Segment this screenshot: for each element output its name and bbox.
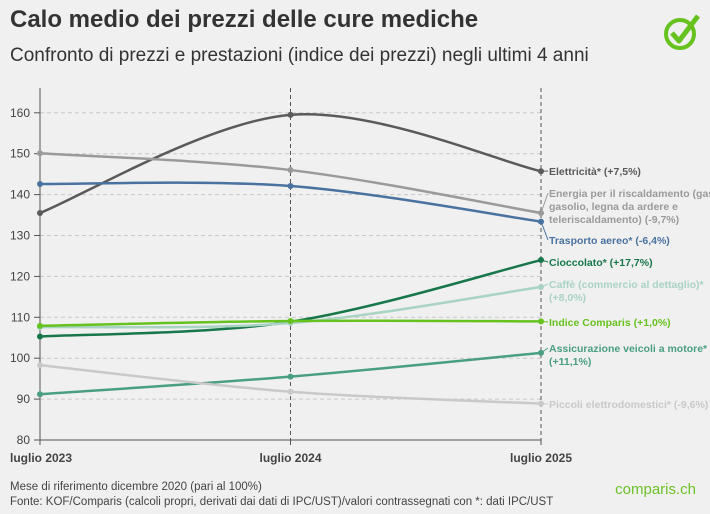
series-label: Cioccolato* (+17,7%) bbox=[549, 257, 653, 269]
data-point bbox=[287, 183, 294, 190]
y-tick-label: 100 bbox=[10, 351, 30, 365]
data-point bbox=[37, 180, 43, 187]
label-leader bbox=[540, 347, 549, 354]
y-tick-label: 150 bbox=[10, 147, 30, 161]
series-label: (+8,0%) bbox=[549, 292, 586, 304]
series-label: Energia per il riscaldamento (gas, bbox=[549, 188, 710, 200]
footnote-source: Fonte: KOF/Comparis (calcoli propri, der… bbox=[10, 496, 554, 508]
data-point bbox=[287, 388, 294, 395]
data-point bbox=[37, 210, 43, 217]
data-point bbox=[37, 333, 43, 340]
series-label: Caffè (commercio al dettaglio)* bbox=[549, 279, 705, 291]
series-label: Assicurazione veicoli a motore* bbox=[549, 343, 708, 355]
y-tick-label: 130 bbox=[10, 229, 30, 243]
series-label: teleriscaldamento) (-9,7%) bbox=[549, 214, 679, 226]
series-label: gasolio, legna da ardere e bbox=[549, 201, 678, 213]
data-point bbox=[37, 322, 43, 329]
label-leader bbox=[540, 259, 549, 263]
data-point bbox=[287, 167, 294, 174]
footnote-reference: Mese di riferimento dicembre 2020 (pari … bbox=[10, 481, 262, 493]
y-tick-label: 140 bbox=[10, 188, 30, 202]
label-leader bbox=[540, 221, 549, 241]
y-tick-label: 90 bbox=[17, 392, 31, 406]
x-tick-label: luglio 2023 bbox=[10, 451, 72, 465]
data-point bbox=[37, 150, 43, 157]
check-circle-icon bbox=[664, 14, 700, 50]
y-tick-label: 160 bbox=[10, 106, 30, 120]
series-label: Elettricità* (+7,5%) bbox=[549, 166, 641, 178]
series-label: (+11,1%) bbox=[549, 356, 591, 368]
y-tick-label: 110 bbox=[11, 310, 30, 324]
y-tick-label: 120 bbox=[10, 269, 30, 283]
series-label: Piccoli elettrodomestici* (-9,6%) bbox=[549, 399, 708, 411]
x-tick-label: luglio 2024 bbox=[259, 451, 321, 465]
series-label: Indice Comparis (+1,0%) bbox=[549, 317, 671, 329]
data-point bbox=[37, 391, 43, 398]
chart-title: Calo medio dei prezzi delle cure mediche bbox=[10, 6, 479, 33]
data-point bbox=[287, 373, 294, 380]
series-label: Trasporto aereo* (-6,4%) bbox=[549, 235, 670, 247]
label-leader bbox=[540, 320, 549, 323]
label-leader bbox=[540, 192, 549, 214]
data-point bbox=[287, 317, 294, 324]
data-point bbox=[37, 362, 43, 369]
label-leader bbox=[540, 283, 549, 288]
brand-logo: comparis.ch bbox=[615, 481, 696, 498]
chart-subtitle: Confronto di prezzi e prestazioni (indic… bbox=[10, 45, 589, 66]
data-point bbox=[287, 111, 294, 118]
x-tick-label: luglio 2025 bbox=[510, 451, 572, 465]
y-tick-label: 80 bbox=[17, 433, 31, 447]
